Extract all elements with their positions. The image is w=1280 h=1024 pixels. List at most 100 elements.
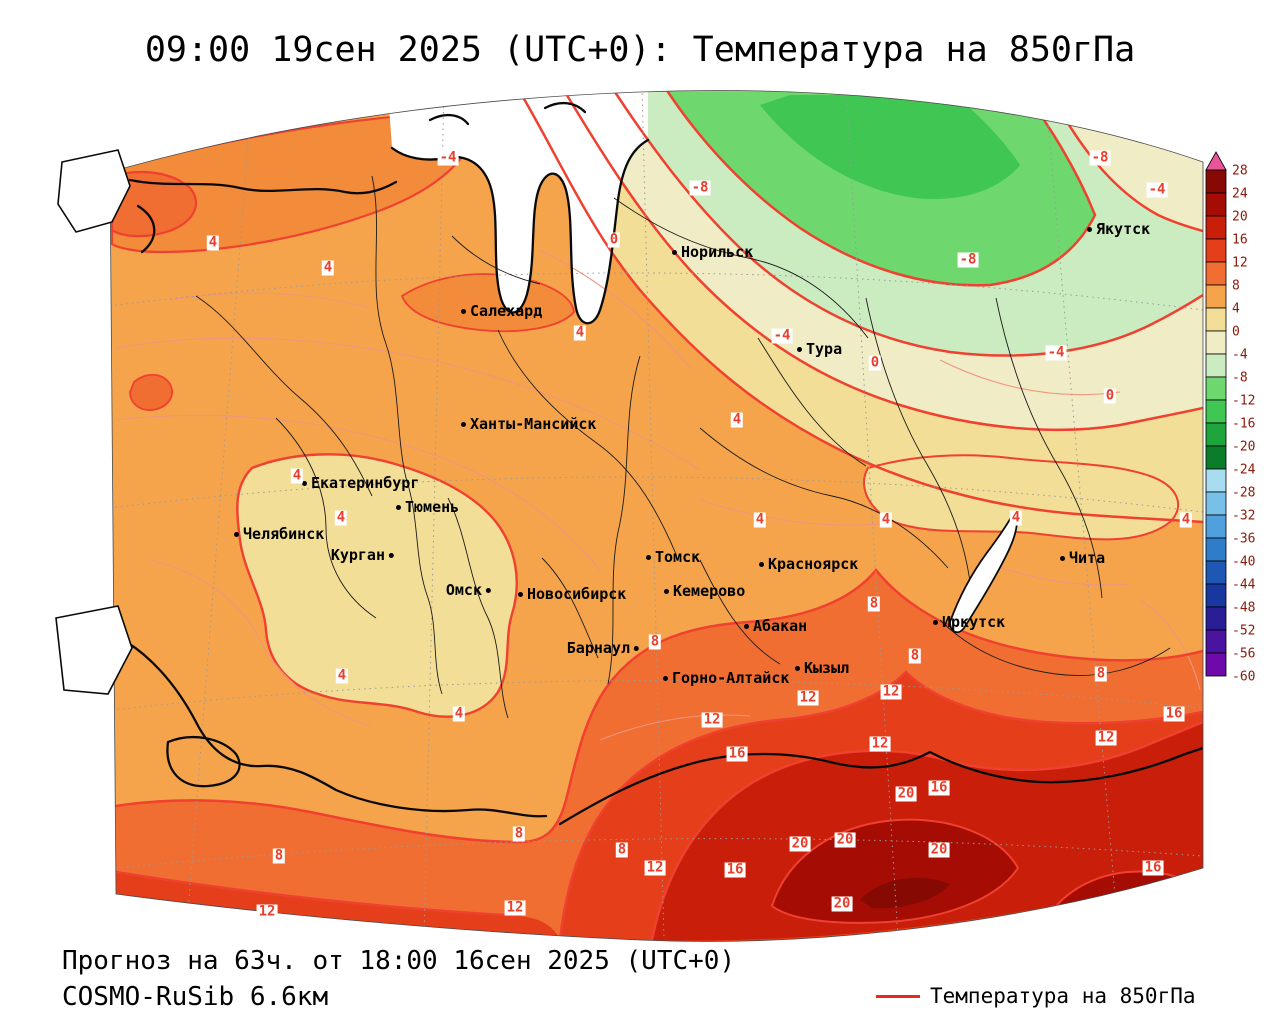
colorbar-segment — [1205, 537, 1227, 562]
colorbar-label: -44 — [1232, 578, 1256, 593]
coastline — [444, 138, 650, 325]
colorbar-label: 28 — [1232, 164, 1248, 179]
state-border — [558, 746, 1203, 826]
out-of-domain-areas — [55, 149, 133, 695]
contour-line-thin — [1139, 599, 1201, 691]
temp-region — [400, 273, 575, 333]
colorbar-label: -36 — [1232, 532, 1255, 547]
legend: Температура на 850гПа — [876, 984, 1196, 1008]
colorbar-label: -12 — [1232, 394, 1255, 409]
colorbar-segment — [1205, 629, 1227, 654]
admin-boundary — [371, 175, 407, 479]
colorbar-label: -4 — [1232, 348, 1248, 363]
colorbar-segment — [1205, 353, 1227, 378]
contour-line-thin — [169, 292, 371, 309]
contour-line-thin — [539, 249, 691, 369]
contour-line — [650, 720, 1203, 942]
forecast-info-line: Прогноз на 63ч. от 18:00 16сен 2025 (UTC… — [62, 946, 736, 976]
contour-line — [613, 90, 1203, 357]
state-border — [114, 634, 548, 818]
admin-boundary — [447, 497, 509, 719]
contour-line-thin — [149, 559, 371, 727]
colorbar-segment — [1205, 491, 1227, 516]
coastline — [428, 113, 470, 126]
admin-boundary — [405, 477, 443, 695]
colorbar-segment — [1205, 422, 1227, 447]
contour-line — [114, 567, 1203, 844]
temperature-colorbar: 28 24 20 16 12 8 4 0 -4 -8 -12 -16 -20 -24 -28 -32 -36 -4… — [1205, 151, 1256, 685]
colorbar-segment — [1205, 514, 1227, 539]
colorbar-label: 4 — [1232, 302, 1240, 317]
colorbar-segment — [1205, 560, 1227, 585]
admin-boundary — [757, 337, 867, 467]
colorbar-segment — [1205, 238, 1227, 263]
colorbar-segment — [1205, 468, 1227, 493]
admin-boundary — [939, 619, 1171, 676]
colorbar-overflow-triangle — [1205, 151, 1227, 171]
contour-line-thin — [699, 499, 881, 526]
colorbar-label: 8 — [1232, 279, 1240, 294]
graticule-line — [185, 93, 253, 939]
out-of-domain-area — [57, 149, 131, 233]
contour-line-thin — [115, 414, 601, 571]
colorbar-label: -40 — [1232, 555, 1255, 570]
colorbar-segment — [1205, 399, 1227, 424]
admin-boundary — [195, 295, 373, 497]
colorbar-label: 0 — [1232, 325, 1240, 340]
admin-boundary — [995, 297, 1103, 599]
temp-region — [863, 454, 1180, 541]
contour-line — [666, 90, 1097, 287]
temp-region — [236, 453, 518, 718]
out-of-domain-area — [55, 605, 133, 695]
colorbar-label: -20 — [1232, 440, 1255, 455]
graticule-line — [110, 272, 1203, 311]
contour-line-thin — [115, 337, 701, 471]
graticule-line — [845, 90, 899, 939]
colorbar-label: 20 — [1232, 210, 1248, 225]
contour-line-thin — [599, 714, 751, 741]
legend-label: Температура на 850гПа — [930, 984, 1196, 1008]
colorbar-label: -32 — [1232, 509, 1255, 524]
admin-boundary — [275, 417, 377, 619]
colorbar-label: -60 — [1232, 670, 1255, 685]
admin-boundary — [699, 559, 781, 665]
admin-boundary — [497, 329, 677, 555]
colorbar-segment — [1205, 169, 1227, 194]
colorbar-segment — [1205, 376, 1227, 401]
contour-line-thin — [939, 359, 1121, 396]
contour-line — [558, 670, 1203, 942]
map-domain-outline — [109, 90, 1204, 942]
lake-baikal — [949, 510, 1018, 634]
graticule-line — [110, 476, 1203, 513]
colorbar-label: -24 — [1232, 463, 1256, 478]
colorbar-segment — [1205, 192, 1227, 217]
colorbar-label: 24 — [1232, 187, 1248, 202]
contour-line — [518, 90, 1203, 524]
colorbar-label: -8 — [1232, 371, 1248, 386]
temp-region — [110, 170, 198, 238]
temp-region — [129, 373, 173, 411]
colorbar-label: -28 — [1232, 486, 1255, 501]
temp-region — [860, 877, 950, 909]
contour-line — [114, 870, 522, 918]
admin-boundary — [607, 355, 641, 685]
colorbar-label: -48 — [1232, 601, 1255, 616]
coastline — [128, 178, 398, 195]
sea-area — [388, 92, 648, 324]
contour-line — [1048, 90, 1203, 233]
colorbar-segment — [1205, 261, 1227, 286]
coastline — [136, 204, 156, 254]
colorbar-segment — [1205, 307, 1227, 332]
temp-region — [760, 95, 1020, 200]
map-domain — [110, 90, 1203, 942]
coastline — [543, 101, 587, 114]
admin-boundary — [865, 297, 973, 599]
model-info-line: COSMO-RuSib 6.6км — [62, 982, 329, 1012]
colorbar-label: -52 — [1232, 624, 1255, 639]
admin-boundary — [699, 427, 949, 569]
colorbar-segment — [1205, 445, 1227, 470]
colorbar-segment — [1205, 583, 1227, 608]
graticule-line — [641, 90, 665, 941]
